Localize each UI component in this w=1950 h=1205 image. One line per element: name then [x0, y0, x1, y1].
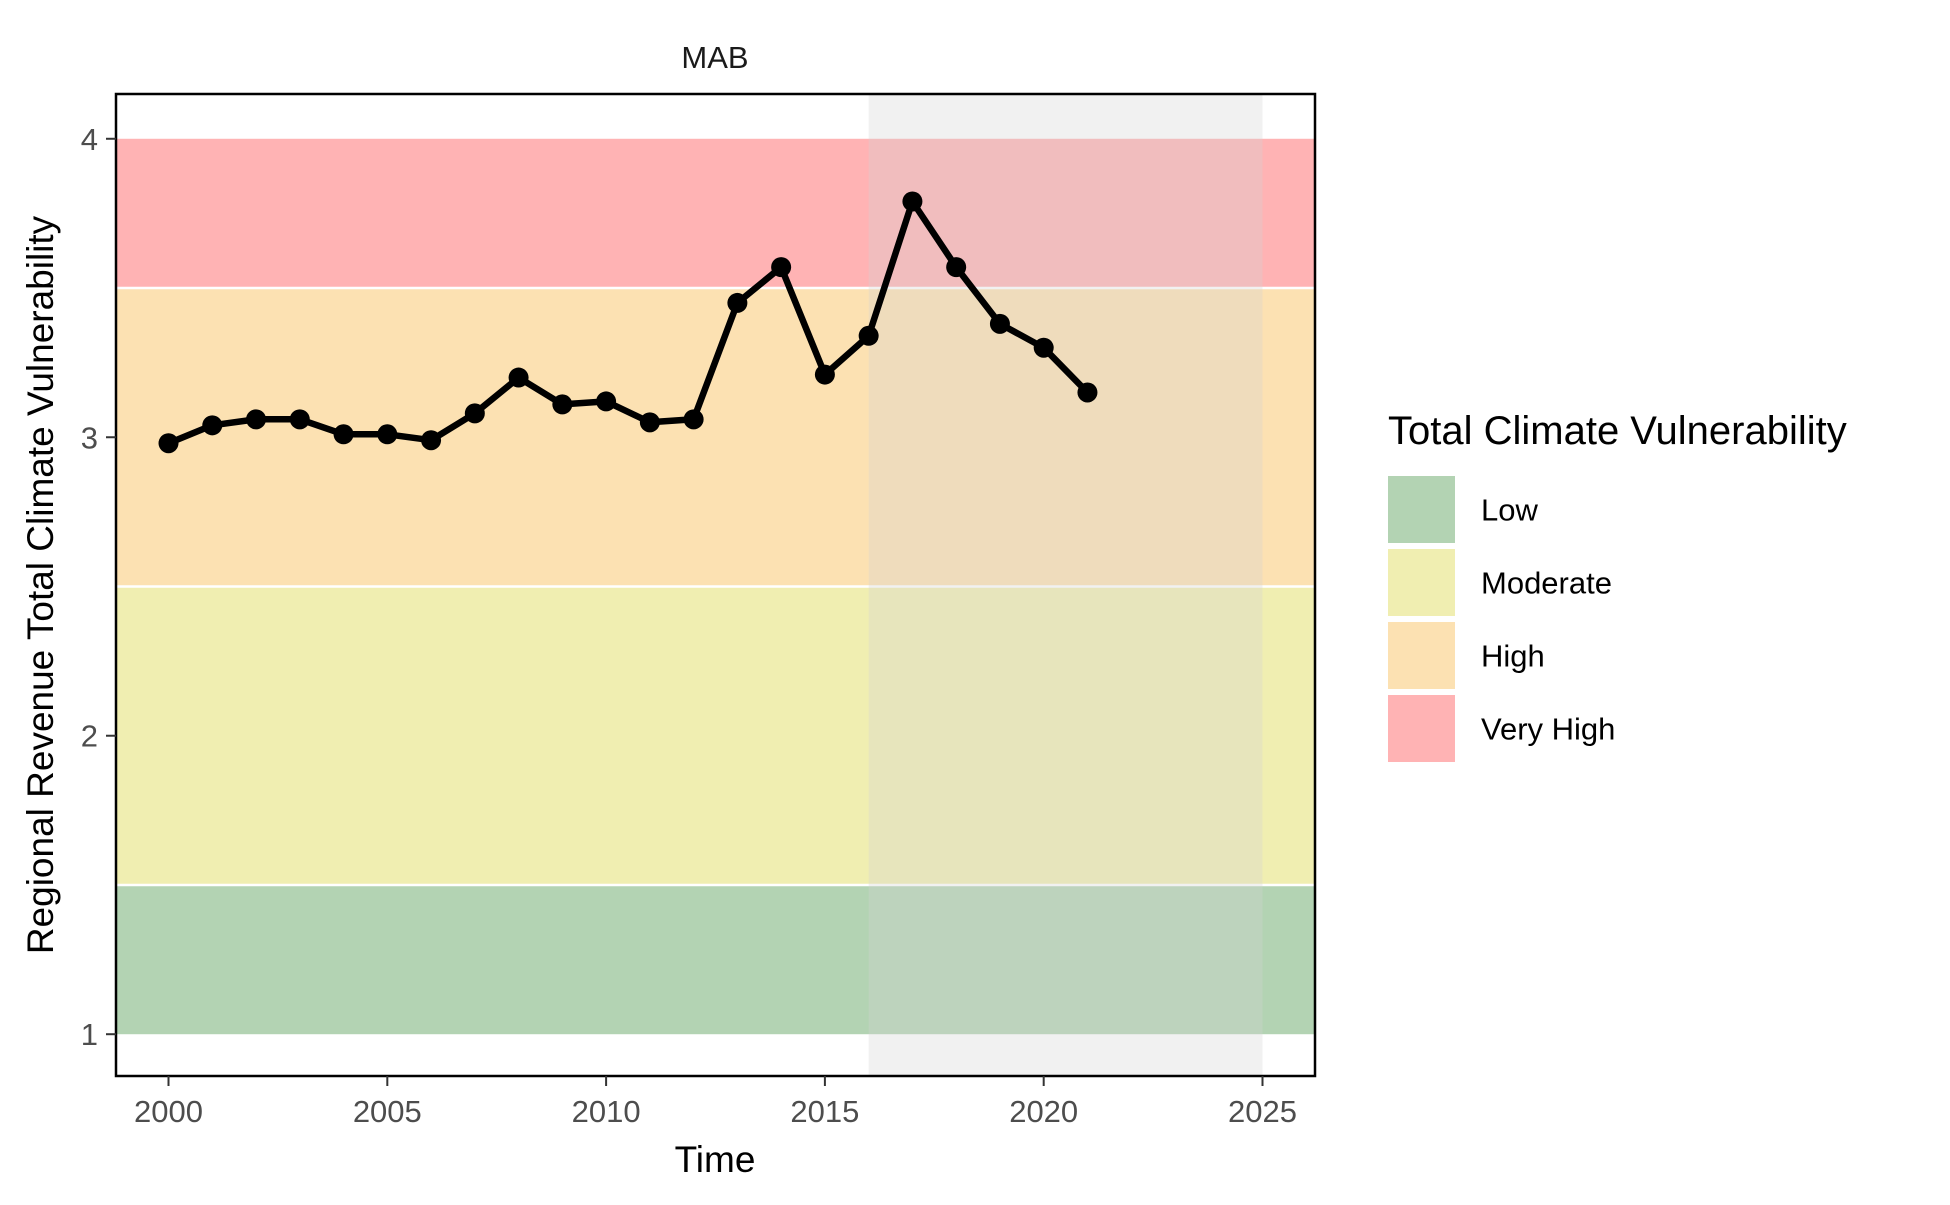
data-point-2018: [946, 257, 967, 278]
data-point-2014: [771, 257, 792, 278]
chart-title: MAB: [681, 40, 748, 75]
data-point-2006: [421, 430, 442, 451]
legend-label: Low: [1481, 493, 1538, 528]
x-tick-label: 2010: [572, 1094, 641, 1129]
y-tick-label: 1: [81, 1017, 98, 1052]
legend-key-moderate: [1388, 549, 1455, 616]
legend-label: Very High: [1481, 712, 1615, 747]
legend-items: Low Moderate High Very High: [1388, 476, 1615, 762]
legend-key-low: [1388, 476, 1455, 543]
x-tick-label: 2025: [1228, 1094, 1297, 1129]
data-point-2020: [1033, 337, 1054, 358]
x-tick-label: 2000: [134, 1094, 203, 1129]
x-tick-label: 2005: [353, 1094, 422, 1129]
panel-border: [114, 92, 1317, 1078]
band-moderate: [116, 586, 1315, 885]
legend-label: Moderate: [1481, 566, 1612, 601]
band-very-high: [116, 138, 1315, 289]
series-line: [165, 198, 1091, 447]
data-point-2017: [902, 191, 923, 212]
data-point-2008: [508, 367, 529, 388]
data-point-2015: [814, 364, 835, 385]
data-point-2013: [727, 292, 748, 313]
x-tick-label: 2020: [1009, 1094, 1078, 1129]
highlight-region: [868, 94, 1263, 1076]
legend-key-very-high: [1388, 695, 1455, 762]
data-point-2021: [1077, 382, 1098, 403]
data-point-2003: [289, 409, 310, 430]
x-tick-label: 2015: [790, 1094, 859, 1129]
plot-layer: 2000 2005 2010 2015 2020 2025 1 2 3 4: [81, 92, 1317, 1129]
y-axis-label: Regional Revenue Total Climate Vulnerabi…: [20, 215, 61, 954]
data-point-2002: [246, 409, 267, 430]
data-point-2011: [639, 412, 660, 433]
legend: Total Climate Vulnerability Low Moderate H…: [1388, 409, 1847, 762]
data-point-2010: [596, 391, 617, 412]
legend-title: Total Climate Vulnerability: [1388, 409, 1847, 453]
data-point-2016: [858, 325, 879, 346]
y-tick-label: 4: [81, 122, 98, 157]
band-high: [116, 288, 1315, 587]
data-point-2005: [377, 424, 398, 445]
data-point-2001: [202, 415, 223, 436]
y-tick-label: 3: [81, 420, 98, 455]
band-low: [116, 884, 1315, 1035]
data-point-2019: [989, 313, 1010, 334]
data-point-2012: [683, 409, 704, 430]
legend-label: High: [1481, 639, 1545, 674]
data-point-2000: [158, 433, 179, 454]
data-point-2004: [333, 424, 354, 445]
y-tick-label: 2: [81, 719, 98, 754]
x-axis-label: Time: [675, 1139, 756, 1180]
data-point-2009: [552, 394, 573, 415]
legend-key-high: [1388, 622, 1455, 689]
data-point-2007: [464, 403, 485, 424]
